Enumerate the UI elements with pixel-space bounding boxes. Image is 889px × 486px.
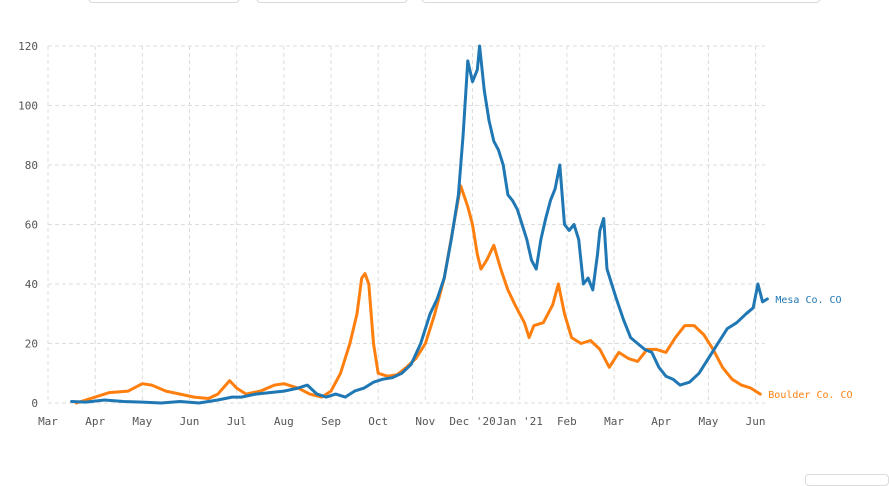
x-axis: Mar Apr May Jun Jul Aug Sep Oct Nov Dec '20 Jan '2… [38, 415, 765, 428]
y-tick-label: 40 [25, 278, 38, 291]
x-tick-label: May [132, 415, 152, 428]
y-tick-label: 80 [25, 159, 38, 172]
x-tick-label: Nov [415, 415, 435, 428]
x-tick-label: Apr [85, 415, 105, 428]
series-label: Mesa Co. CO [775, 295, 841, 306]
x-tick-label: Feb [557, 415, 577, 428]
series-lines [70, 44, 769, 405]
x-tick-label: Jun [746, 415, 766, 428]
x-tick-label: Apr [651, 415, 671, 428]
series-line [74, 184, 762, 405]
x-tick-label: Aug [274, 415, 294, 428]
y-axis: 0 20 40 60 80 100 120 [18, 40, 38, 410]
y-tick-label: 120 [18, 40, 38, 53]
y-tick-label: 20 [25, 338, 38, 351]
x-tick-label: Mar [38, 415, 58, 428]
y-tick-label: 100 [18, 100, 38, 113]
x-tick-label: Mar [604, 415, 624, 428]
x-tick-label: Oct [368, 415, 388, 428]
x-tick-label: Sep [321, 415, 341, 428]
series-labels: Boulder Co. CO Mesa Co. CO [768, 295, 852, 401]
y-tick-label: 60 [25, 219, 38, 232]
x-tick-label: Dec '20 [449, 415, 495, 428]
x-tick-label: Jul [227, 415, 247, 428]
x-tick-label: May [698, 415, 718, 428]
x-tick-label: Jun [180, 415, 200, 428]
series-line [70, 44, 769, 405]
y-tick-label: 0 [31, 397, 38, 410]
x-tick-label: Jan '21 [497, 415, 543, 428]
series-label: Boulder Co. CO [768, 390, 852, 401]
